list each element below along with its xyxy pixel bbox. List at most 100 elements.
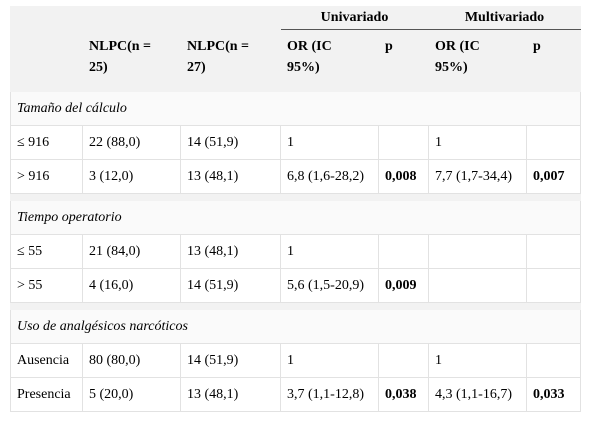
data-cell: 22 (88,0) <box>82 125 181 160</box>
column-header: NLPC(n = 25) <box>82 29 181 85</box>
data-cell <box>428 234 528 269</box>
section-title-text: Tamaño del cálculo <box>17 101 127 116</box>
data-cell: 0,033 <box>526 377 582 412</box>
data-cell-text: 4,3 (1,1-16,7) <box>435 387 513 402</box>
data-cell: 14 (51,9) <box>179 268 282 303</box>
data-cell <box>526 343 582 378</box>
data-row: ≤ 916 22 (88,0) 14 (51,9) 1 1 <box>10 125 582 160</box>
row-label-text: > 55 <box>17 278 43 293</box>
data-row: Presencia 5 (20,0) 13 (48,1) 3,7 (1,1-12,8)… <box>10 377 582 412</box>
data-cell-text: 0,033 <box>533 387 565 402</box>
column-header: p <box>378 29 430 85</box>
data-cell: 1 <box>280 234 380 269</box>
data-cell-text: 0,007 <box>533 169 565 184</box>
data-cell: 0,038 <box>378 377 430 412</box>
data-cell-text: 21 (84,0) <box>89 244 141 259</box>
data-cell: 21 (84,0) <box>82 234 181 269</box>
data-cell: 0,008 <box>378 159 430 194</box>
data-cell: 6,8 (1,6-28,2) <box>280 159 380 194</box>
group-header-row: Univariado Multivariado <box>9 6 582 30</box>
group-header-text: Univariado <box>320 10 389 25</box>
data-row: > 916 3 (12,0) 13 (48,1) 6,8 (1,6-28,2) 0,00… <box>10 159 582 194</box>
data-cell-text: 0,008 <box>385 169 417 184</box>
data-cell-text: 1 <box>435 353 443 368</box>
data-cell: 1 <box>428 343 528 378</box>
spacer-row <box>9 193 582 201</box>
data-cell-text: 13 (48,1) <box>187 387 239 402</box>
data-cell-text: 6,8 (1,6-28,2) <box>287 169 365 184</box>
data-row: > 55 4 (16,0) 14 (51,9) 5,6 (1,5-20,9) 0,009 <box>10 268 582 303</box>
spacer <box>9 193 582 201</box>
column-header-text: OR (IC 95%) <box>435 39 480 75</box>
section-title: Uso de analgésicos narcóticos <box>9 309 582 344</box>
section-title-text: Tiempo operatorio <box>17 210 122 225</box>
column-header: p <box>526 29 582 85</box>
row-label-text: ≤ 55 <box>17 244 43 259</box>
data-cell-text: 14 (51,9) <box>187 135 239 150</box>
data-cell <box>378 343 430 378</box>
data-cell: 3,7 (1,1-12,8) <box>280 377 380 412</box>
section-row: Tamaño del cálculo <box>9 91 582 126</box>
data-cell-text: 13 (48,1) <box>187 244 239 259</box>
data-cell <box>378 234 430 269</box>
data-cell-text: 80 (80,0) <box>89 353 141 368</box>
column-header: OR (IC 95%) <box>428 29 528 85</box>
data-cell-text: 1 <box>287 353 295 368</box>
data-cell: 13 (48,1) <box>179 234 282 269</box>
row-label: > 55 <box>10 268 83 303</box>
row-label-text: > 916 <box>17 169 50 184</box>
row-label-text: ≤ 916 <box>17 135 50 150</box>
data-cell: 0,009 <box>378 268 430 303</box>
group-header: Univariado <box>280 6 430 30</box>
data-cell-text: 3,7 (1,1-12,8) <box>287 387 365 402</box>
spacer-row <box>9 84 582 92</box>
data-cell-text: 0,009 <box>385 278 417 293</box>
column-header: NLPC(n = 27) <box>179 29 282 85</box>
data-cell <box>526 268 582 303</box>
data-cell-text: 3 (12,0) <box>89 169 134 184</box>
row-label: Ausencia <box>10 343 83 378</box>
column-header: OR (IC 95%) <box>280 29 380 85</box>
section-title-text: Uso de analgésicos narcóticos <box>17 319 188 334</box>
data-cell <box>526 125 582 160</box>
data-cell: 13 (48,1) <box>179 377 282 412</box>
section-row: Tiempo operatorio <box>9 200 582 235</box>
data-cell-text: 14 (51,9) <box>187 278 239 293</box>
row-label: > 916 <box>10 159 83 194</box>
column-header-row: NLPC(n = 25) NLPC(n = 27) OR (IC 95%) p OR (… <box>10 29 582 85</box>
row-label: ≤ 916 <box>10 125 83 160</box>
data-cell: 1 <box>428 125 528 160</box>
data-cell: 3 (12,0) <box>82 159 181 194</box>
data-cell-text: 1 <box>435 135 443 150</box>
data-cell-text: 7,7 (1,7-34,4) <box>435 169 513 184</box>
group-header: Multivariado <box>428 6 582 30</box>
data-cell: 14 (51,9) <box>179 125 282 160</box>
empty <box>9 6 282 30</box>
row-label: Presencia <box>10 377 83 412</box>
data-row: Ausencia 80 (80,0) 14 (51,9) 1 1 <box>10 343 582 378</box>
data-cell: 1 <box>280 343 380 378</box>
spacer <box>9 302 582 310</box>
section-row: Uso de analgésicos narcóticos <box>9 309 582 344</box>
data-cell: 5 (20,0) <box>82 377 181 412</box>
column-header-text: OR (IC 95%) <box>287 39 332 75</box>
data-cell <box>428 268 528 303</box>
row-label-text: Ausencia <box>17 353 70 368</box>
data-cell-text: 5 (20,0) <box>89 387 134 402</box>
data-cell <box>378 125 430 160</box>
spacer <box>9 84 582 92</box>
row-label-text: Presencia <box>17 387 71 402</box>
data-cell <box>526 234 582 269</box>
data-cell-text: 22 (88,0) <box>89 135 141 150</box>
data-cell-text: 1 <box>287 135 295 150</box>
data-cell-text: 1 <box>287 244 295 259</box>
data-cell-text: 4 (16,0) <box>89 278 134 293</box>
column-header-text: p <box>385 39 393 54</box>
data-cell: 1 <box>280 125 380 160</box>
data-cell: 4 (16,0) <box>82 268 181 303</box>
spacer-row <box>9 302 582 310</box>
empty <box>10 29 83 85</box>
data-cell: 7,7 (1,7-34,4) <box>428 159 528 194</box>
data-cell: 80 (80,0) <box>82 343 181 378</box>
